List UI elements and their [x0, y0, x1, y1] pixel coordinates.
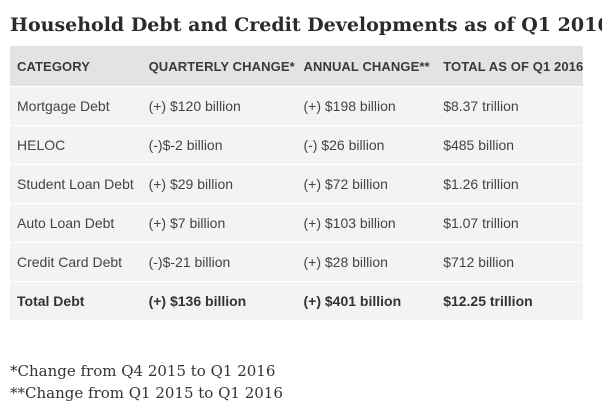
cell-total: $485 billion — [436, 125, 583, 165]
cell-category: Student Loan Debt — [10, 164, 142, 204]
cell-total: $712 billion — [436, 242, 583, 282]
cell-total: $1.26 trillion — [436, 164, 583, 204]
cell-total-annual-change: (+) $401 billion — [296, 281, 437, 320]
column-header-quarterly-change: QUARTERLY CHANGE* — [141, 46, 297, 87]
table-header-row: CATEGORY QUARTERLY CHANGE* ANNUAL CHANGE… — [10, 46, 583, 87]
cell-total-amount: $12.25 trillion — [436, 281, 583, 320]
table-row: Auto Loan Debt (+) $7 billion (+) $103 b… — [10, 203, 583, 243]
debt-table: CATEGORY QUARTERLY CHANGE* ANNUAL CHANGE… — [10, 46, 583, 320]
cell-category: Mortgage Debt — [10, 86, 142, 126]
cell-quarterly-change: (-)$-2 billion — [141, 125, 297, 165]
cell-quarterly-change: (+) $120 billion — [141, 86, 297, 126]
cell-total: $8.37 trillion — [436, 86, 583, 126]
table-total-row: Total Debt (+) $136 billion (+) $401 bil… — [10, 281, 583, 320]
column-header-annual-change: ANNUAL CHANGE** — [296, 46, 437, 87]
cell-annual-change: (+) $72 billion — [296, 164, 437, 204]
cell-total-quarterly-change: (+) $136 billion — [141, 281, 297, 320]
footnote-annual: **Change from Q1 2015 to Q1 2016 — [10, 384, 283, 402]
footnotes: *Change from Q4 2015 to Q1 2016 **Change… — [10, 360, 283, 404]
page-title: Household Debt and Credit Developments a… — [10, 14, 602, 36]
cell-quarterly-change: (+) $7 billion — [141, 203, 297, 243]
cell-category: Auto Loan Debt — [10, 203, 142, 243]
table-row: Student Loan Debt (+) $29 billion (+) $7… — [10, 164, 583, 204]
cell-total-label: Total Debt — [10, 281, 142, 320]
cell-annual-change: (+) $103 billion — [296, 203, 437, 243]
cell-quarterly-change: (-)$-21 billion — [141, 242, 297, 282]
cell-annual-change: (-) $26 billion — [296, 125, 437, 165]
cell-category: HELOC — [10, 125, 142, 165]
column-header-total: TOTAL AS OF Q1 2016 — [436, 46, 583, 87]
cell-category: Credit Card Debt — [10, 242, 142, 282]
table-row: Mortgage Debt (+) $120 billion (+) $198 … — [10, 86, 583, 126]
cell-quarterly-change: (+) $29 billion — [141, 164, 297, 204]
footnote-quarterly: *Change from Q4 2015 to Q1 2016 — [10, 362, 276, 380]
table-row: HELOC (-)$-2 billion (-) $26 billion $48… — [10, 125, 583, 165]
cell-annual-change: (+) $198 billion — [296, 86, 437, 126]
table-row: Credit Card Debt (-)$-21 billion (+) $28… — [10, 242, 583, 282]
cell-annual-change: (+) $28 billion — [296, 242, 437, 282]
column-header-category: CATEGORY — [10, 46, 142, 87]
cell-total: $1.07 trillion — [436, 203, 583, 243]
